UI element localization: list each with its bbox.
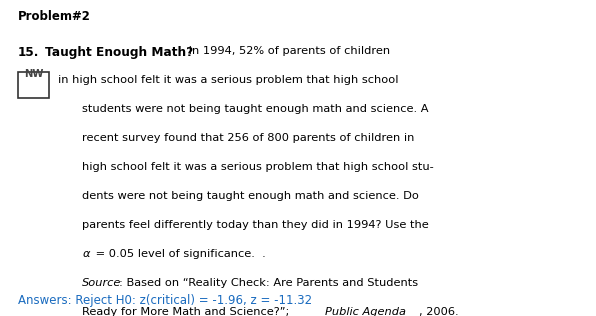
Text: Answers: Reject H0: z(critical) = -1.96, z = -11.32: Answers: Reject H0: z(critical) = -1.96,… (18, 294, 312, 307)
Text: α: α (82, 249, 90, 259)
Text: , 2006.: , 2006. (419, 307, 458, 316)
Text: Public Agenda: Public Agenda (325, 307, 406, 316)
Text: Source: Source (82, 278, 122, 289)
Text: NW: NW (24, 69, 43, 79)
Bar (18, 72, 49, 98)
Text: dents were not being taught enough math and science. Do: dents were not being taught enough math … (82, 191, 419, 201)
Text: students were not being taught enough math and science. A: students were not being taught enough ma… (82, 104, 429, 114)
Text: Taught Enough Math?: Taught Enough Math? (45, 46, 193, 59)
Text: = 0.05 level of significance.  .: = 0.05 level of significance. . (92, 249, 266, 259)
Text: Ready for More Math and Science?”;: Ready for More Math and Science?”; (82, 307, 293, 316)
Text: high school felt it was a serious problem that high school stu-: high school felt it was a serious proble… (82, 162, 434, 172)
Text: In 1994, 52% of parents of children: In 1994, 52% of parents of children (185, 46, 390, 56)
Text: 15.: 15. (18, 46, 39, 59)
Text: recent survey found that 256 of 800 parents of children in: recent survey found that 256 of 800 pare… (82, 133, 415, 143)
Text: in high school felt it was a serious problem that high school: in high school felt it was a serious pro… (58, 75, 399, 85)
Text: parents feel differently today than they did in 1994? Use the: parents feel differently today than they… (82, 220, 429, 230)
Text: Problem#2: Problem#2 (18, 10, 91, 23)
Text: : Based on “Reality Check: Are Parents and Students: : Based on “Reality Check: Are Parents a… (119, 278, 418, 289)
